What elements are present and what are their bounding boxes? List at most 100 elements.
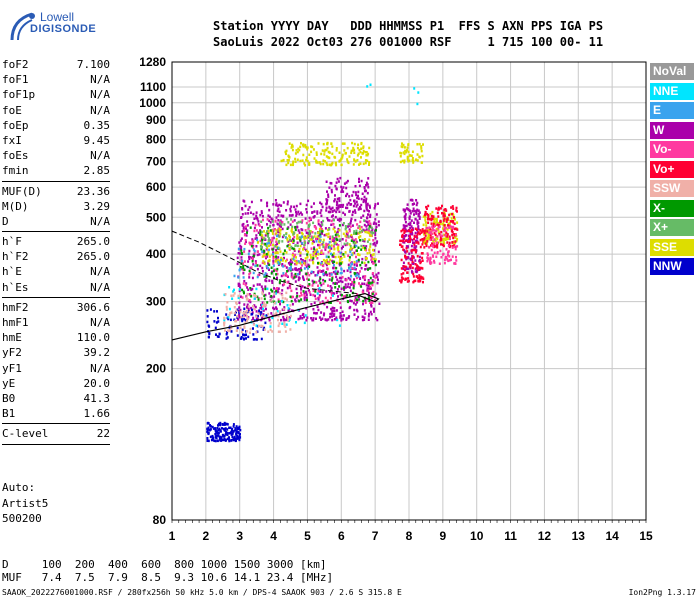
echo-point (304, 290, 307, 294)
echo-point (366, 216, 369, 220)
echo-point (414, 218, 417, 221)
echo-point (355, 244, 358, 248)
echo-point (325, 198, 328, 201)
echo-point (295, 204, 298, 208)
echo-point (237, 252, 240, 255)
echo-point (451, 225, 454, 229)
echo-point (350, 203, 353, 206)
echo-point (408, 252, 411, 255)
echo-point (315, 240, 318, 243)
echo-point (216, 434, 219, 437)
echo-point (360, 147, 363, 150)
echo-point (426, 237, 428, 240)
param-name: MUF(D) (2, 184, 42, 198)
echo-point (376, 318, 379, 322)
param-name: hmF2 (2, 300, 29, 314)
echo-point (235, 439, 237, 442)
echo-point (281, 296, 284, 300)
echo-point (357, 194, 359, 198)
echo-point (400, 279, 403, 282)
echo-point (263, 315, 266, 319)
echo-point (230, 326, 233, 330)
echo-point (329, 181, 332, 185)
echo-point (311, 211, 314, 214)
echo-point (334, 161, 337, 165)
echo-point (418, 142, 421, 146)
echo-point (239, 326, 242, 329)
echo-point (211, 425, 214, 429)
echo-point (208, 429, 211, 432)
echo-point (338, 229, 341, 232)
echo-point (333, 242, 336, 246)
echo-point (291, 268, 294, 271)
echo-point (454, 247, 457, 251)
echo-point (340, 190, 343, 193)
echo-point (425, 207, 428, 210)
echo-point (410, 251, 413, 254)
echo-point (434, 221, 437, 224)
echo-point (264, 234, 267, 237)
echo-point (248, 276, 251, 279)
echo-point (314, 250, 317, 254)
echo-point (219, 421, 222, 425)
echo-point (317, 222, 320, 226)
echo-point (433, 251, 436, 255)
echo-point (239, 286, 242, 289)
echo-point (339, 271, 342, 275)
echo-point (285, 232, 288, 236)
echo-point (276, 251, 279, 254)
echo-point (241, 288, 244, 292)
echo-point (333, 247, 336, 251)
echo-point (444, 256, 447, 260)
param-value: 22 (96, 427, 110, 441)
echo-point (333, 318, 336, 321)
echo-point (365, 245, 368, 248)
echo-point (437, 206, 440, 210)
echo-point (278, 230, 281, 234)
echo-point (275, 306, 277, 309)
echo-point (269, 243, 272, 247)
echo-point (426, 257, 429, 260)
echo-point (351, 149, 354, 152)
echo-point (236, 326, 239, 330)
echo-point (307, 225, 310, 228)
echo-point (311, 258, 314, 262)
echo-point (345, 239, 348, 242)
echo-point (444, 226, 447, 230)
echo-point (310, 205, 313, 209)
echo-point (295, 321, 297, 324)
echo-point (369, 267, 372, 270)
param-name: foEs (2, 149, 29, 163)
echo-point (271, 229, 273, 233)
echo-point (251, 312, 254, 316)
echo-point (436, 246, 439, 249)
echo-point (344, 213, 346, 216)
echo-point (259, 213, 262, 217)
echo-point (298, 276, 300, 279)
echo-point (245, 312, 248, 315)
echo-point (369, 215, 372, 219)
legend-item: Vo- (650, 141, 694, 158)
echo-point (434, 233, 437, 237)
echo-point (372, 307, 375, 311)
echo-point (318, 316, 321, 319)
echo-point (366, 252, 369, 255)
echo-point (287, 240, 290, 243)
echo-point (353, 260, 356, 264)
echo-point (356, 293, 359, 296)
echo-point (229, 318, 232, 322)
echo-point (240, 248, 242, 251)
echo-point (400, 145, 403, 148)
echo-point (419, 245, 422, 249)
echo-point (351, 141, 354, 145)
echo-point (316, 305, 319, 308)
echo-point (295, 211, 297, 214)
echo-point (280, 214, 283, 217)
echo-point (260, 305, 263, 308)
echo-point (313, 311, 316, 315)
echo-point (358, 177, 360, 181)
echo-point (344, 152, 347, 155)
echo-point (322, 252, 325, 255)
echo-point (341, 142, 344, 145)
echo-point (412, 159, 415, 163)
